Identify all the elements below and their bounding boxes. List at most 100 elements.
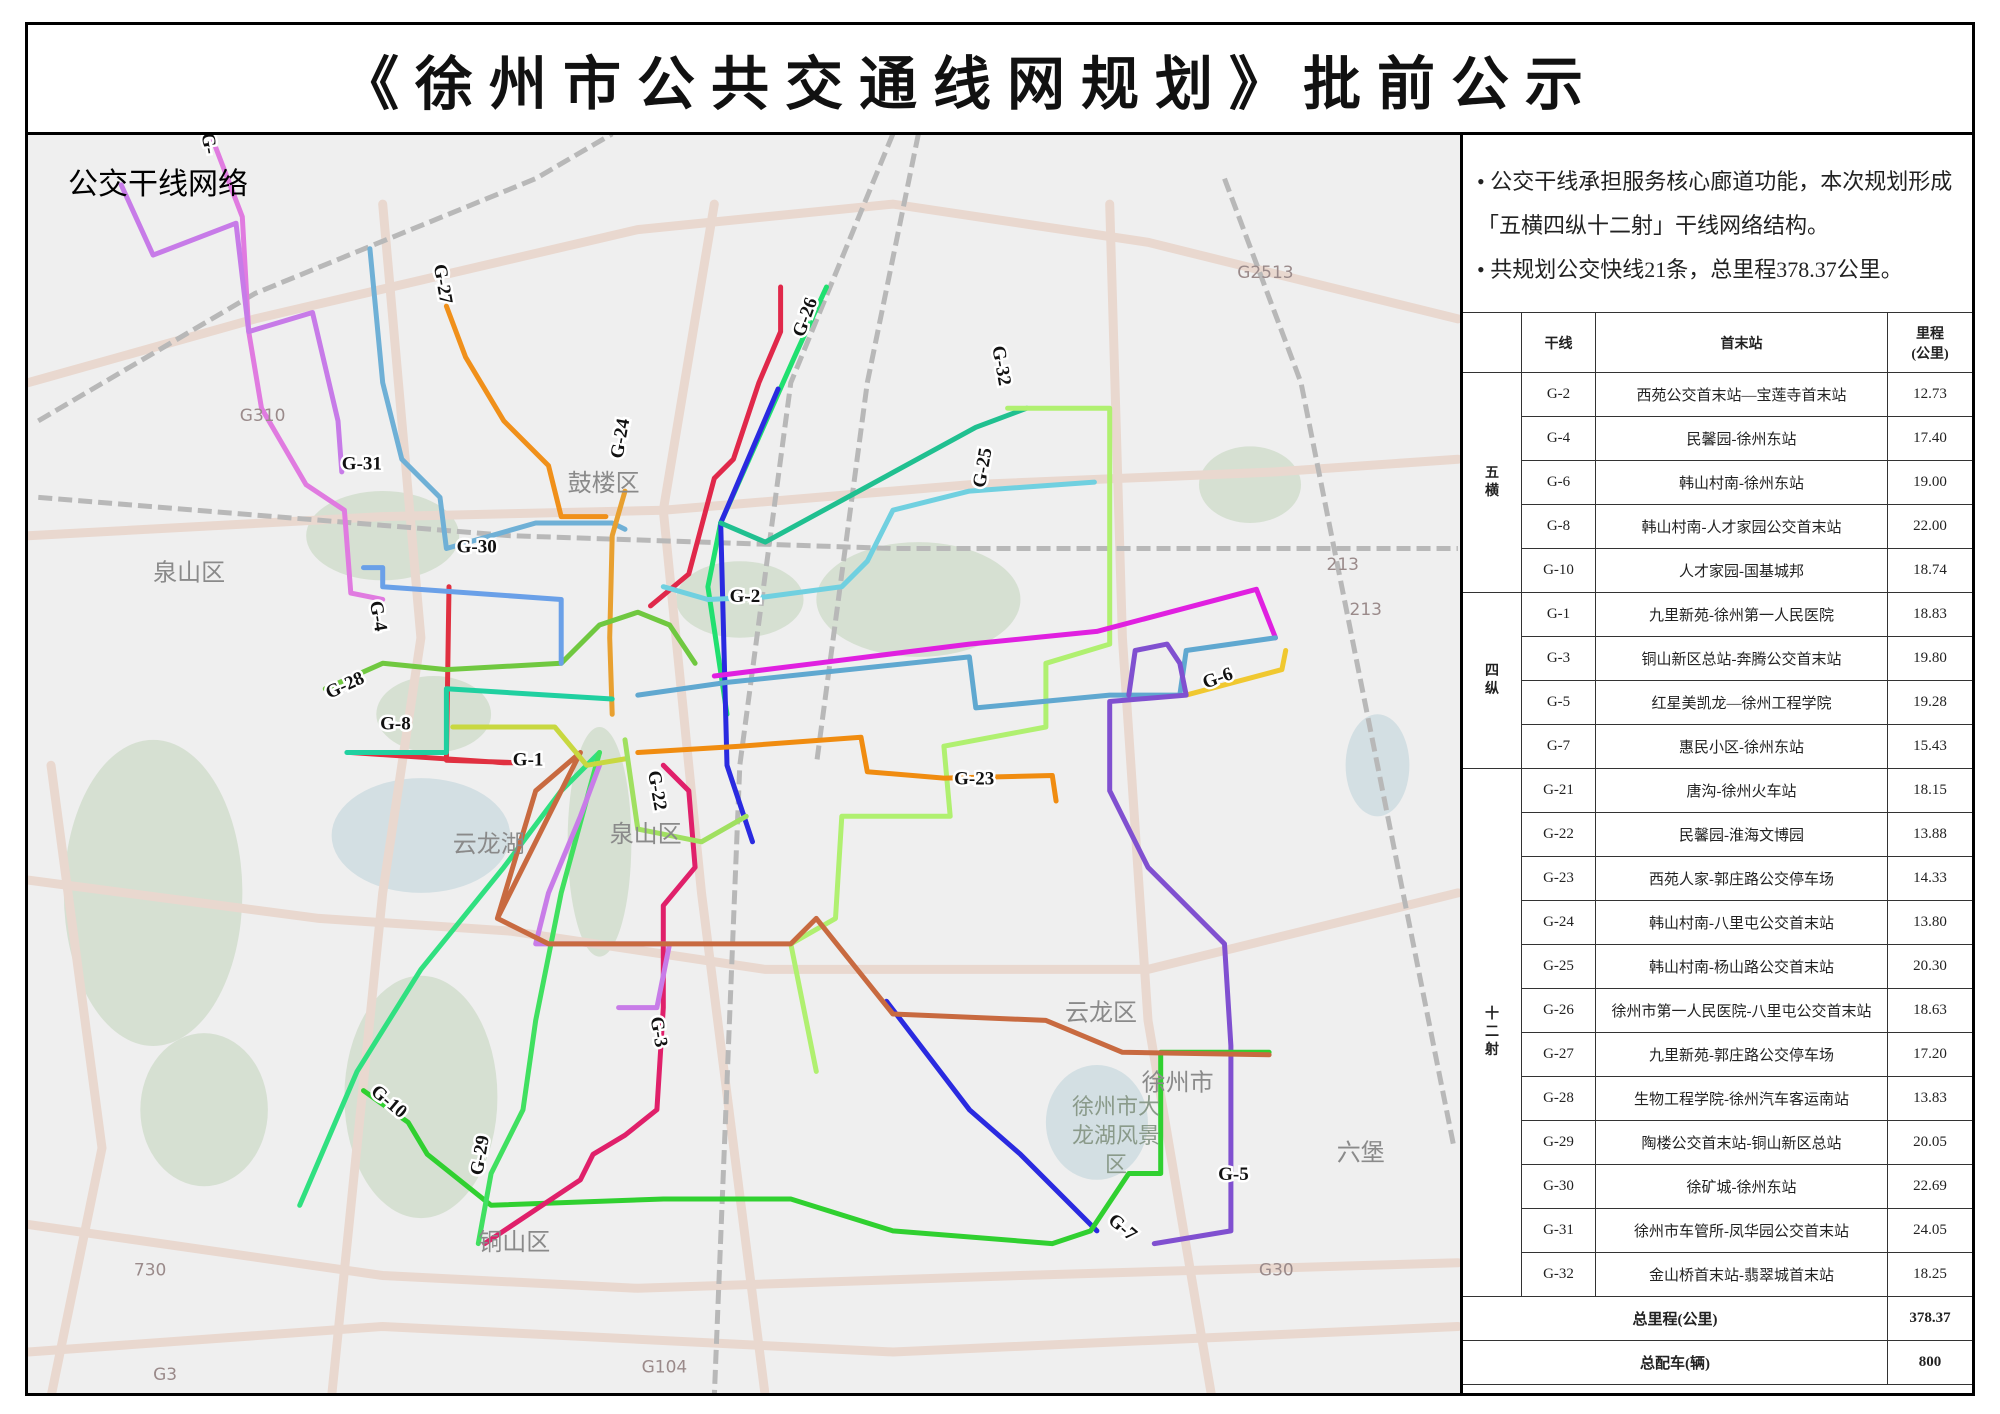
total-vehicles-label: 总配车(辆) [1463, 1340, 1888, 1385]
table-row: G-26 徐州市第一人民医院-八里屯公交首末站 18.63 [1463, 988, 1972, 1033]
cell-line: G-23 [1521, 856, 1596, 901]
place-label: 鼓楼区 [568, 469, 640, 497]
table-row: G-4 民馨园-徐州东站 17.40 [1463, 416, 1972, 461]
cell-line: G-6 [1521, 460, 1596, 505]
total-vehicles-value: 800 [1887, 1340, 1972, 1385]
cell-distance: 18.74 [1887, 548, 1972, 593]
route-line-g-5 [1107, 641, 1234, 1247]
cell-line: G-2 [1521, 372, 1596, 417]
table-row: G-7 惠民小区-徐州东站 15.43 [1463, 724, 1972, 769]
railway [38, 494, 1458, 551]
total-distance-row: 总里程(公里) 378.37 [1463, 1296, 1972, 1341]
header-distance-l2: (公里) [1911, 346, 1949, 362]
cell-line: G-8 [1521, 504, 1596, 549]
route-line-g-6c [1183, 648, 1289, 698]
cell-line: G-3 [1521, 636, 1596, 681]
table-row: G-31 徐州市车管所-凤华园公交首末站 24.05 [1463, 1208, 1972, 1253]
route-line-g-8 [450, 724, 628, 768]
route-line-g-22 [622, 737, 749, 845]
header-group [1463, 312, 1522, 373]
route-line-g-4 [361, 565, 564, 666]
header-distance-l1: 里程 [1916, 326, 1944, 342]
cell-distance: 17.40 [1887, 416, 1972, 461]
cell-line: G-22 [1521, 812, 1596, 857]
cell-distance: 19.80 [1887, 636, 1972, 681]
table-row: G-32 金山桥首末站-翡翠城首末站 18.25 [1463, 1252, 1972, 1297]
place-label: 泉山区 [153, 558, 225, 586]
route-line-g-10 [361, 1049, 1272, 1247]
table-row: 十 二 射 G-21 唐沟-徐州火车站 18.15 [1463, 768, 1972, 1297]
cell-distance: 18.63 [1887, 988, 1972, 1033]
railway [813, 135, 921, 766]
table-row: G-6 韩山村南-徐州东站 19.00 [1463, 460, 1972, 505]
cell-distance: 19.28 [1887, 680, 1972, 725]
route-line-g-6 [711, 586, 1278, 679]
group-label: 四 纵 [1463, 592, 1522, 769]
cell-distance: 20.30 [1887, 944, 1972, 989]
route-line-g-6b [635, 635, 1278, 711]
road-shield: G104 [642, 1357, 688, 1377]
route-label: G-5 [1218, 1164, 1249, 1185]
place-label: 泉山区 [610, 820, 682, 848]
place-label: 徐州市 [1142, 1069, 1214, 1097]
route-line-g-30 [367, 246, 628, 551]
cell-stations: 九里新苑-郭庄路公交停车场 [1595, 1032, 1888, 1077]
cell-stations: 红星美凯龙—徐州工程学院 [1595, 680, 1888, 725]
table-row: G-25 韩山村南-杨山路公交首末站 20.30 [1463, 944, 1972, 989]
cell-stations: 西苑公交首末站—宝莲寺首末站 [1595, 372, 1888, 417]
road-shield: G30 [1259, 1261, 1294, 1281]
map-title: 公交干线网络 [68, 167, 248, 202]
poster-frame [25, 22, 1975, 1396]
cell-distance: 20.05 [1887, 1120, 1972, 1165]
green-area [1198, 446, 1302, 523]
route-line-g-10b [297, 750, 602, 1208]
bullet-item: • 公交干线承担服务核心廊道功能，本次规划形成「五横四纵十二射」干线网络结构。 [1477, 169, 1953, 238]
cell-stations: 陶楼公交首末站-铜山新区总站 [1595, 1120, 1888, 1165]
railway [711, 135, 896, 1393]
road-shield: G310 [240, 406, 286, 426]
bullet-item: • 共规划公交快线21条，总里程378.37公里。 [1477, 257, 1903, 282]
route-line-g-3b [533, 762, 673, 1011]
cell-stations: 民馨园-淮海文博园 [1595, 812, 1888, 857]
road-shield: G2513 [1237, 263, 1293, 283]
cell-line: G-24 [1521, 900, 1596, 945]
cell-stations: 徐州市第一人民医院-八里屯公交首末站 [1595, 988, 1888, 1033]
cell-distance: 18.15 [1887, 768, 1972, 813]
green-area [140, 1033, 268, 1187]
header-stations: 首末站 [1595, 312, 1888, 373]
cell-distance: 18.83 [1887, 592, 1972, 637]
table-row: G-23 西苑人家-郭庄路公交停车场 14.33 [1463, 856, 1972, 901]
road-shield: 730 [134, 1261, 166, 1281]
cell-stations: 民馨园-徐州东站 [1595, 416, 1888, 461]
cell-line: G-1 [1521, 592, 1596, 637]
route-line-g-2 [660, 479, 1097, 602]
route-label: G-6 [1200, 663, 1236, 693]
cell-distance: 22.00 [1887, 504, 1972, 549]
table-row: G-29 陶楼公交首末站-铜山新区总站 20.05 [1463, 1120, 1972, 1165]
cell-distance: 17.20 [1887, 1032, 1972, 1077]
cell-distance: 13.83 [1887, 1076, 1972, 1121]
green-area [816, 542, 1021, 657]
route-line-g-3 [482, 762, 698, 1247]
route-line-g-7 [884, 998, 1100, 1234]
cell-line: G-4 [1521, 416, 1596, 461]
cell-distance: 24.05 [1887, 1208, 1972, 1253]
railway [37, 135, 614, 424]
cell-line: G-27 [1521, 1032, 1596, 1077]
route-label: G-24 [607, 416, 635, 460]
map-canvas: 鼓楼区泉山区泉山区云龙湖云龙区徐州市铜山区六堡G310G2513G30G104G… [28, 135, 1460, 1393]
cell-distance: 22.69 [1887, 1164, 1972, 1209]
route-label: G-1 [513, 749, 544, 770]
cell-stations: 惠民小区-徐州东站 [1595, 724, 1888, 769]
route-map: 鼓楼区 泉山区 泉山区 云龙湖 云龙区 徐州市 铜山区 六堡 G310 G2513 G30 G104 G… [28, 135, 1463, 1393]
table-row: G-27 九里新苑-郭庄路公交停车场 17.20 [1463, 1032, 1972, 1077]
cell-stations: 西苑人家-郭庄路公交停车场 [1595, 856, 1888, 901]
water-body [331, 778, 511, 893]
road [658, 199, 770, 1393]
cell-distance: 14.33 [1887, 856, 1972, 901]
road-shield: G3 [153, 1365, 177, 1385]
cell-line: G-28 [1521, 1076, 1596, 1121]
road [1105, 199, 1216, 1393]
total-distance-value: 378.37 [1887, 1296, 1972, 1341]
cell-stations: 徐州市车管所-凤华园公交首末站 [1595, 1208, 1888, 1253]
